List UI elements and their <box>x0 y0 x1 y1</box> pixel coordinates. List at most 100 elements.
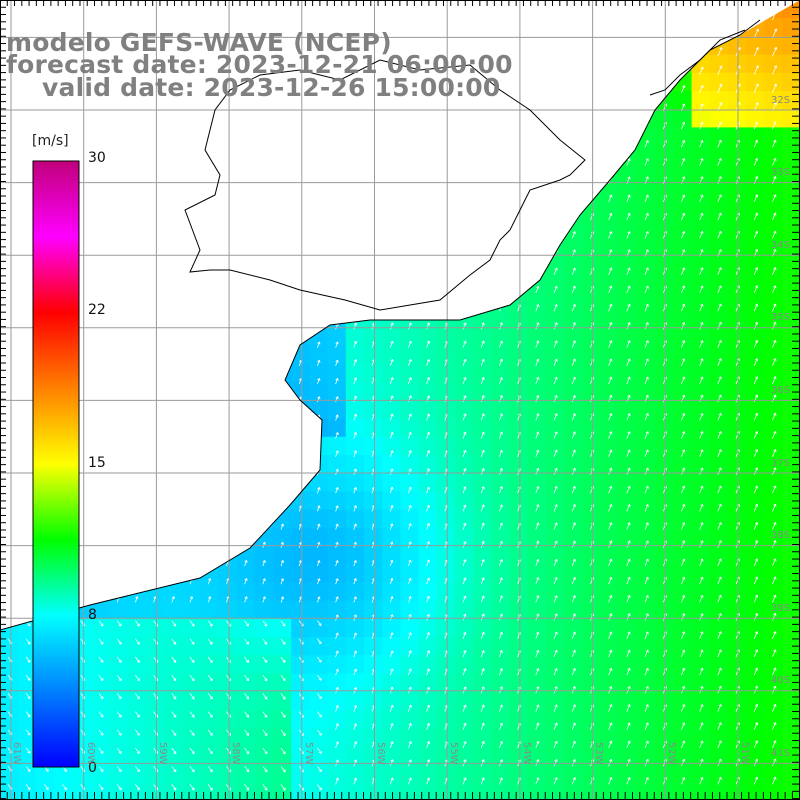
field-cell <box>91 127 110 147</box>
field-cell <box>691 546 711 565</box>
field-cell <box>709 582 729 602</box>
field-cell <box>18 764 37 784</box>
wind-arrow <box>699 212 704 221</box>
field-cell <box>0 473 19 492</box>
wind-arrow <box>717 431 722 439</box>
field-cell <box>473 273 492 292</box>
wind-arrow <box>25 596 30 603</box>
field-cell <box>182 400 201 420</box>
field-cell <box>546 582 565 602</box>
field-cell <box>91 400 110 420</box>
field-cell <box>72 764 92 784</box>
field-cell <box>364 218 383 238</box>
field-cell <box>309 236 329 256</box>
wind-arrow <box>171 711 177 718</box>
wind-arrow <box>353 158 358 166</box>
wind-arrow <box>553 376 558 385</box>
field-cell <box>127 109 147 128</box>
field-cell <box>546 455 565 474</box>
field-cell <box>618 655 638 674</box>
wind-arrow <box>408 413 412 421</box>
wind-arrow <box>207 287 212 294</box>
field-cell <box>218 327 238 347</box>
field-cell <box>254 200 274 219</box>
field-cell <box>291 236 310 256</box>
wind-arrow <box>553 340 558 348</box>
field-cell <box>0 0 19 19</box>
wind-arrow <box>608 11 613 21</box>
wind-arrow <box>681 412 686 421</box>
colorbar <box>32 160 80 768</box>
field-cell <box>564 72 583 92</box>
wind-arrow <box>408 195 412 203</box>
field-cell <box>546 691 565 711</box>
wind-arrow <box>280 141 284 148</box>
wind-arrow <box>280 674 286 682</box>
field-cell <box>145 127 165 147</box>
field-cell <box>0 709 19 729</box>
wind-arrow <box>7 396 11 403</box>
wind-arrow <box>317 359 321 366</box>
wind-arrow <box>98 559 102 567</box>
wind-arrow <box>207 305 212 312</box>
wind-arrow <box>262 523 266 530</box>
field-cell <box>728 345 747 365</box>
wind-arrow <box>753 521 759 530</box>
field-cell <box>254 746 274 765</box>
field-cell <box>345 345 365 365</box>
field-cell <box>709 527 729 547</box>
wind-arrow <box>317 286 321 294</box>
field-cell <box>436 637 456 656</box>
wind-arrow <box>480 668 485 676</box>
field-cell <box>273 746 292 765</box>
wind-arrow <box>753 10 759 21</box>
field-cell <box>400 673 420 693</box>
field-cell <box>400 436 420 456</box>
wind-arrow <box>553 649 558 658</box>
field-cell <box>527 637 547 656</box>
field-cell <box>382 436 401 456</box>
field-cell <box>0 637 19 656</box>
wind-arrow <box>499 595 503 603</box>
field-cell <box>746 200 765 219</box>
wind-arrow <box>462 486 467 494</box>
field-cell <box>746 364 765 383</box>
wind-arrow <box>644 358 649 366</box>
field-cell <box>728 600 747 620</box>
field-cell <box>200 109 219 128</box>
wind-arrow <box>25 559 30 567</box>
field-cell <box>491 400 511 420</box>
wind-arrow <box>244 305 248 312</box>
wind-arrow <box>189 596 193 603</box>
field-cell <box>473 491 492 511</box>
wind-arrow <box>681 613 686 621</box>
wind-arrow <box>644 394 649 403</box>
wind-arrow <box>571 48 577 57</box>
wind-arrow <box>462 358 467 366</box>
field-cell <box>746 309 765 329</box>
wind-arrow <box>280 268 284 275</box>
field-cell <box>127 345 147 365</box>
field-cell <box>691 691 711 711</box>
wind-arrow <box>408 231 412 239</box>
field-cell <box>273 145 292 165</box>
wind-arrow <box>499 613 503 621</box>
field-cell <box>673 709 693 729</box>
field-cell <box>728 254 747 274</box>
wind-arrow <box>353 704 358 712</box>
field-cell <box>218 618 238 638</box>
field-cell <box>254 236 274 256</box>
field-cell <box>327 491 347 511</box>
wind-arrow <box>480 140 485 148</box>
wind-arrow <box>171 638 177 645</box>
field-cell <box>618 582 638 602</box>
field-cell <box>273 709 292 729</box>
wind-arrow <box>535 649 540 658</box>
field-cell <box>182 364 201 383</box>
wind-arrow <box>153 360 157 366</box>
field-cell <box>746 145 765 165</box>
field-cell <box>582 254 602 274</box>
field-cell <box>473 145 492 165</box>
field-cell <box>109 473 128 492</box>
field-cell <box>436 455 456 474</box>
